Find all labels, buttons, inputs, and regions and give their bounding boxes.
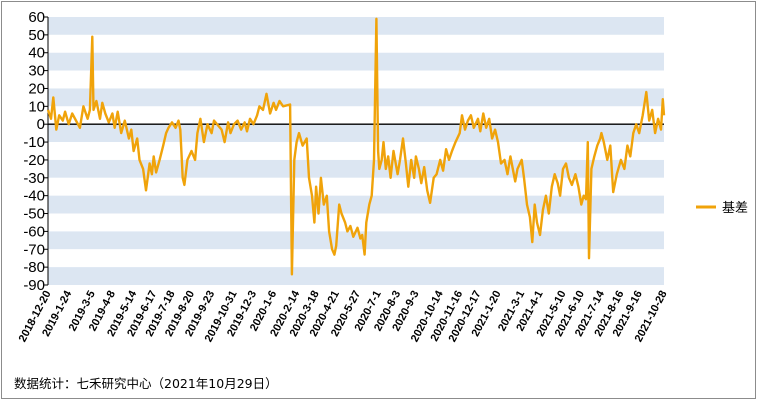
series-line — [46, 17, 666, 276]
y-tick-label: -40 — [23, 188, 45, 205]
grid-band — [48, 231, 664, 250]
y-tick-label: -10 — [23, 134, 45, 151]
grid-band — [48, 249, 664, 268]
y-tick-label: -50 — [23, 206, 45, 223]
grid-band — [48, 267, 664, 285]
x-axis-ticks: 2018-12-202019-1-242019-3-52019-4-82019-… — [17, 288, 670, 344]
y-tick-label: 60 — [28, 9, 45, 26]
grid-band — [48, 177, 664, 196]
y-tick-label: -70 — [23, 241, 45, 258]
grid-band — [48, 124, 664, 143]
y-tick-label: 10 — [28, 98, 45, 115]
grid-band — [48, 52, 664, 71]
y-tick-label: -80 — [23, 259, 45, 276]
grid-band — [48, 70, 664, 89]
y-tick-label: 30 — [28, 63, 45, 80]
y-tick-label: -20 — [23, 152, 45, 169]
series-group — [46, 17, 666, 276]
legend-label: 基差 — [722, 201, 748, 216]
y-tick-label: -60 — [23, 223, 45, 240]
legend: 基差 — [696, 201, 748, 216]
grid-band — [48, 34, 664, 53]
grid-band — [48, 195, 664, 214]
grid-band — [48, 213, 664, 232]
grid-band — [48, 17, 664, 35]
y-tick-label: -30 — [23, 170, 45, 187]
y-tick-label: -90 — [23, 277, 45, 294]
source-note: 数据统计：七禾研究中心（2021年10月29日） — [14, 376, 278, 391]
y-tick-label: 0 — [37, 116, 45, 133]
y-tick-label: 50 — [28, 27, 45, 44]
grid-band — [48, 106, 664, 125]
y-tick-label: 20 — [28, 80, 45, 97]
grid-band — [48, 88, 664, 107]
background-bands — [48, 17, 664, 285]
y-tick-label: 40 — [28, 45, 45, 62]
